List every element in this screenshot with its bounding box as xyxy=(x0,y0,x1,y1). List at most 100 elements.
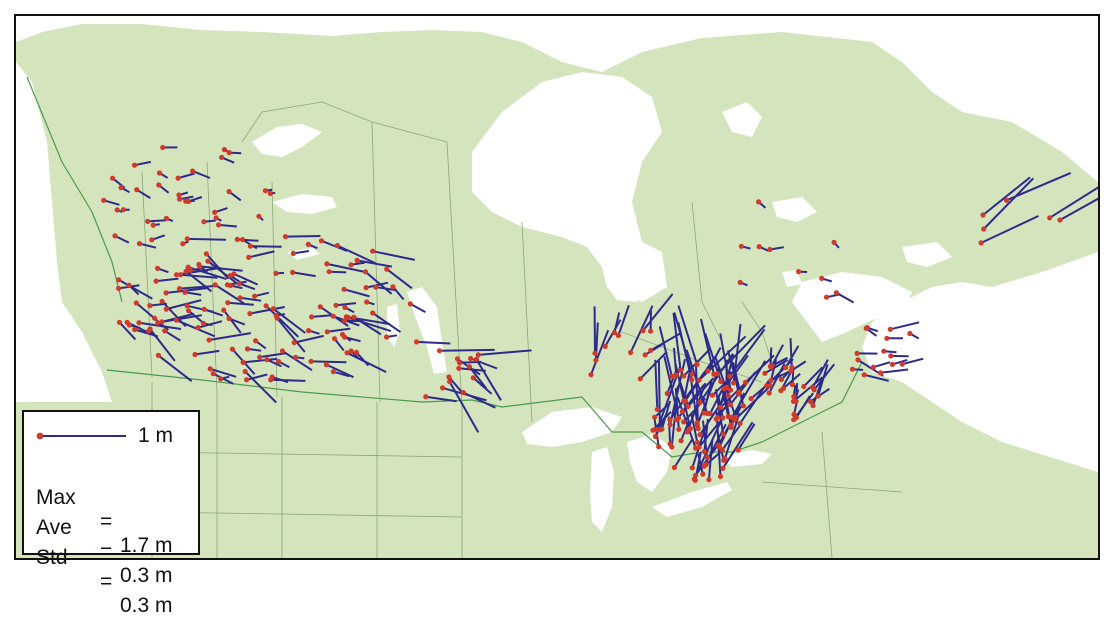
station-marker xyxy=(186,199,191,204)
station-marker xyxy=(205,259,210,264)
station-marker xyxy=(716,443,721,448)
station-marker xyxy=(791,394,796,399)
station-marker xyxy=(736,391,741,396)
displacement-vector xyxy=(440,350,495,351)
station-marker xyxy=(384,267,389,272)
station-marker xyxy=(351,315,356,320)
station-marker xyxy=(767,247,772,252)
station-marker xyxy=(228,273,233,278)
legend-scale-vector xyxy=(32,426,132,446)
station-marker xyxy=(855,357,860,362)
station-marker xyxy=(235,237,240,242)
station-marker xyxy=(355,258,360,263)
station-marker xyxy=(185,236,190,241)
station-marker xyxy=(332,336,337,341)
station-marker xyxy=(767,383,772,388)
station-marker xyxy=(855,351,860,356)
station-marker xyxy=(151,223,156,228)
station-marker xyxy=(414,339,419,344)
station-marker xyxy=(160,299,165,304)
station-marker xyxy=(668,422,673,427)
station-marker xyxy=(695,420,700,425)
station-marker xyxy=(214,215,219,220)
station-marker xyxy=(676,427,681,432)
station-marker xyxy=(628,350,633,355)
station-marker xyxy=(653,434,658,439)
station-marker xyxy=(157,170,162,175)
station-marker xyxy=(440,385,445,390)
station-marker xyxy=(696,445,701,450)
station-marker xyxy=(681,373,686,378)
station-marker xyxy=(819,276,824,281)
station-marker xyxy=(126,283,131,288)
station-marker xyxy=(145,219,150,224)
station-marker xyxy=(110,176,115,181)
station-marker xyxy=(222,147,227,152)
station-marker xyxy=(190,169,195,174)
station-marker xyxy=(702,449,707,454)
station-marker xyxy=(196,325,201,330)
station-marker xyxy=(728,402,733,407)
legend-scale-label: 1 m xyxy=(138,424,173,448)
station-marker xyxy=(710,393,715,398)
station-marker xyxy=(290,270,295,275)
station-marker xyxy=(728,388,733,393)
station-marker xyxy=(256,214,261,219)
station-marker xyxy=(461,390,466,395)
station-marker xyxy=(268,377,273,382)
station-marker xyxy=(342,287,347,292)
station-marker xyxy=(331,314,336,319)
station-marker xyxy=(648,329,653,334)
station-marker xyxy=(834,290,839,295)
station-marker xyxy=(468,356,473,361)
station-marker xyxy=(455,356,460,361)
station-marker xyxy=(146,328,151,333)
station-marker xyxy=(364,285,369,290)
station-marker xyxy=(721,432,726,437)
stat-std-value: 0.3 m xyxy=(120,594,173,618)
station-marker xyxy=(794,399,799,404)
station-marker xyxy=(588,372,593,377)
station-marker xyxy=(467,364,472,369)
station-marker xyxy=(659,427,664,432)
station-marker xyxy=(779,377,784,382)
station-marker xyxy=(344,350,349,355)
station-marker xyxy=(180,241,185,246)
station-marker xyxy=(112,233,117,238)
station-marker xyxy=(309,314,314,319)
legend-stat-std: Std = 0.3 m xyxy=(24,522,200,642)
station-marker xyxy=(881,349,886,354)
station-marker xyxy=(216,222,221,227)
station-marker xyxy=(674,417,679,422)
station-marker xyxy=(721,458,726,463)
displacement-vector xyxy=(187,239,226,240)
station-marker xyxy=(705,411,710,416)
station-marker xyxy=(201,321,206,326)
station-marker xyxy=(253,338,258,343)
station-marker xyxy=(1057,217,1062,222)
station-marker xyxy=(665,391,670,396)
station-marker xyxy=(117,320,122,325)
station-marker xyxy=(324,261,329,266)
station-marker xyxy=(182,290,187,295)
station-marker xyxy=(202,307,207,312)
station-marker xyxy=(791,412,796,417)
station-marker xyxy=(736,447,741,452)
station-marker xyxy=(247,311,252,316)
map-legend: 1 m Max = 1.7 m Ave = 0.3 m Std = 0.3 m xyxy=(22,410,200,555)
station-marker xyxy=(127,322,132,327)
station-marker xyxy=(132,327,137,332)
station-marker xyxy=(164,216,169,221)
station-marker xyxy=(790,382,795,387)
station-marker xyxy=(689,377,694,382)
station-marker xyxy=(679,438,684,443)
station-marker xyxy=(156,353,161,358)
station-marker xyxy=(134,187,139,192)
station-marker xyxy=(192,352,197,357)
station-marker xyxy=(291,251,296,256)
station-marker xyxy=(370,249,375,254)
station-marker xyxy=(276,359,281,364)
station-marker xyxy=(174,318,179,323)
station-marker xyxy=(101,198,106,203)
station-marker xyxy=(225,300,230,305)
